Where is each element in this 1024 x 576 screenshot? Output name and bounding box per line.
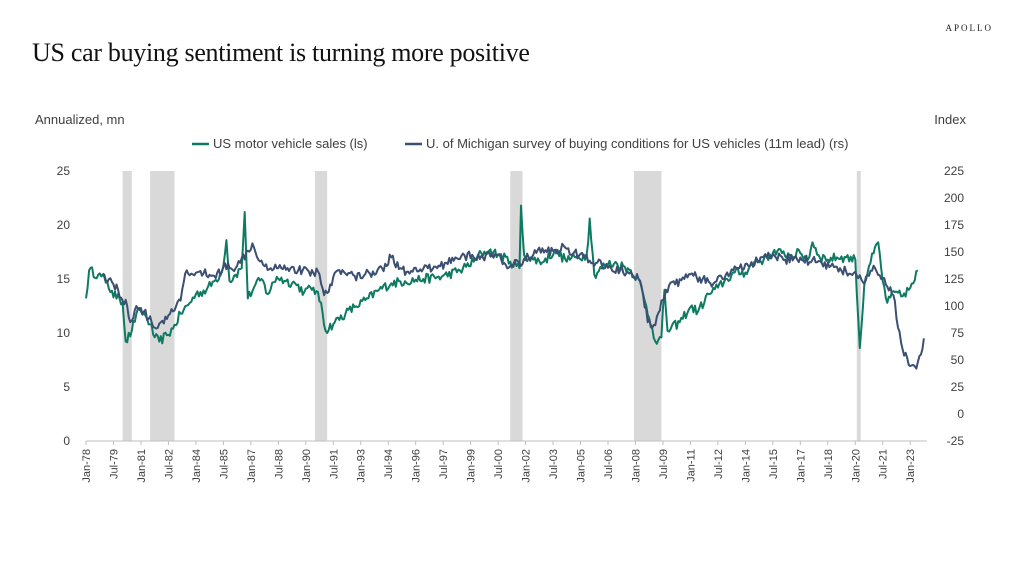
chart-axes: Jan-78 Jul-79 Jan-81 Jul-82 Jan-84 Jul-85 Jan-… (57, 164, 965, 483)
x-tick-label: Jul-15 (768, 449, 780, 479)
x-ticks: Jan-78 Jul-79 Jan-81 Jul-82 Jan-84 Jul-85 Jan-… (81, 441, 917, 483)
series-line-michigan-survey (102, 242, 925, 370)
x-tick-label: Jul-85 (218, 449, 230, 479)
right-y-tick-label: 125 (944, 272, 964, 286)
legend-label: U. of Michigan survey of buying conditio… (426, 136, 848, 151)
recession-bands (122, 171, 861, 441)
recession-band (150, 171, 175, 441)
page-title: US car buying sentiment is turning more … (32, 38, 530, 67)
right-y-tick-label: 75 (951, 326, 965, 340)
legend-label: US motor vehicle sales (ls) (213, 136, 368, 151)
x-tick-label: Jan-02 (521, 449, 533, 483)
x-tick-label: Jan-81 (136, 449, 148, 483)
right-y-tick-label: -25 (947, 434, 965, 448)
x-tick-label: Jul-79 (108, 449, 120, 479)
x-tick-label: Jul-82 (163, 449, 175, 479)
x-tick-label: Jul-09 (658, 449, 670, 479)
x-tick-label: Jan-87 (246, 449, 258, 483)
x-tick-label: Jul-91 (328, 449, 340, 479)
x-tick-label: Jul-00 (493, 449, 505, 479)
x-tick-label: Jan-23 (905, 449, 917, 483)
right-y-tick-label: 200 (944, 191, 964, 205)
brand-logo: APOLLO (945, 23, 993, 33)
x-tick-label: Jul-94 (383, 449, 395, 479)
right-y-tick-label: 50 (951, 353, 965, 367)
x-tick-label: Jul-06 (603, 449, 615, 479)
x-tick-label: Jan-11 (685, 449, 697, 482)
series-layer (85, 204, 925, 370)
recession-band (856, 171, 861, 441)
right-y-tick-label: 175 (944, 218, 964, 232)
x-tick-label: Jul-03 (548, 449, 560, 479)
right-axis-title: Index (934, 112, 966, 127)
x-tick-label: Jul-18 (823, 449, 835, 479)
x-tick-label: Jan-05 (576, 449, 588, 483)
left-y-tick-label: 5 (63, 380, 70, 394)
x-tick-label: Jul-88 (273, 449, 285, 479)
x-tick-label: Jan-84 (191, 449, 203, 483)
recession-band (633, 171, 662, 441)
x-tick-label: Jan-17 (795, 449, 807, 483)
left-y-tick-label: 20 (57, 218, 71, 232)
x-tick-label: Jul-21 (878, 449, 890, 479)
right-y-tick-label: 0 (957, 407, 964, 421)
left-y-tick-label: 0 (63, 434, 70, 448)
x-tick-label: Jan-08 (630, 449, 642, 483)
right-y-tick-label: 25 (951, 380, 965, 394)
left-axis-title: Annualized, mn (35, 112, 125, 127)
right-y-tick-label: 150 (944, 245, 964, 259)
chart-legend: US motor vehicle sales (ls) U. of Michiga… (192, 136, 848, 151)
left-y-ticks: 0 5 10 15 20 25 (57, 164, 71, 448)
x-tick-label: Jan-20 (850, 449, 862, 483)
series-line-vehicle-sales (85, 204, 919, 350)
left-y-tick-label: 10 (57, 326, 71, 340)
x-tick-label: Jan-96 (411, 449, 423, 483)
left-y-tick-label: 25 (57, 164, 71, 178)
right-y-tick-label: 100 (944, 299, 964, 313)
x-tick-label: Jan-90 (301, 449, 313, 483)
x-tick-label: Jan-99 (466, 449, 478, 483)
x-tick-label: Jan-78 (81, 449, 93, 483)
right-y-ticks: -25 0 25 50 75 100 125 150 175 200 225 (944, 164, 964, 448)
x-tick-label: Jul-97 (438, 449, 450, 479)
x-tick-label: Jan-93 (356, 449, 368, 483)
x-tick-label: Jul-12 (713, 449, 725, 479)
left-y-tick-label: 15 (57, 272, 71, 286)
x-tick-label: Jan-14 (740, 449, 752, 483)
right-y-tick-label: 225 (944, 164, 964, 178)
